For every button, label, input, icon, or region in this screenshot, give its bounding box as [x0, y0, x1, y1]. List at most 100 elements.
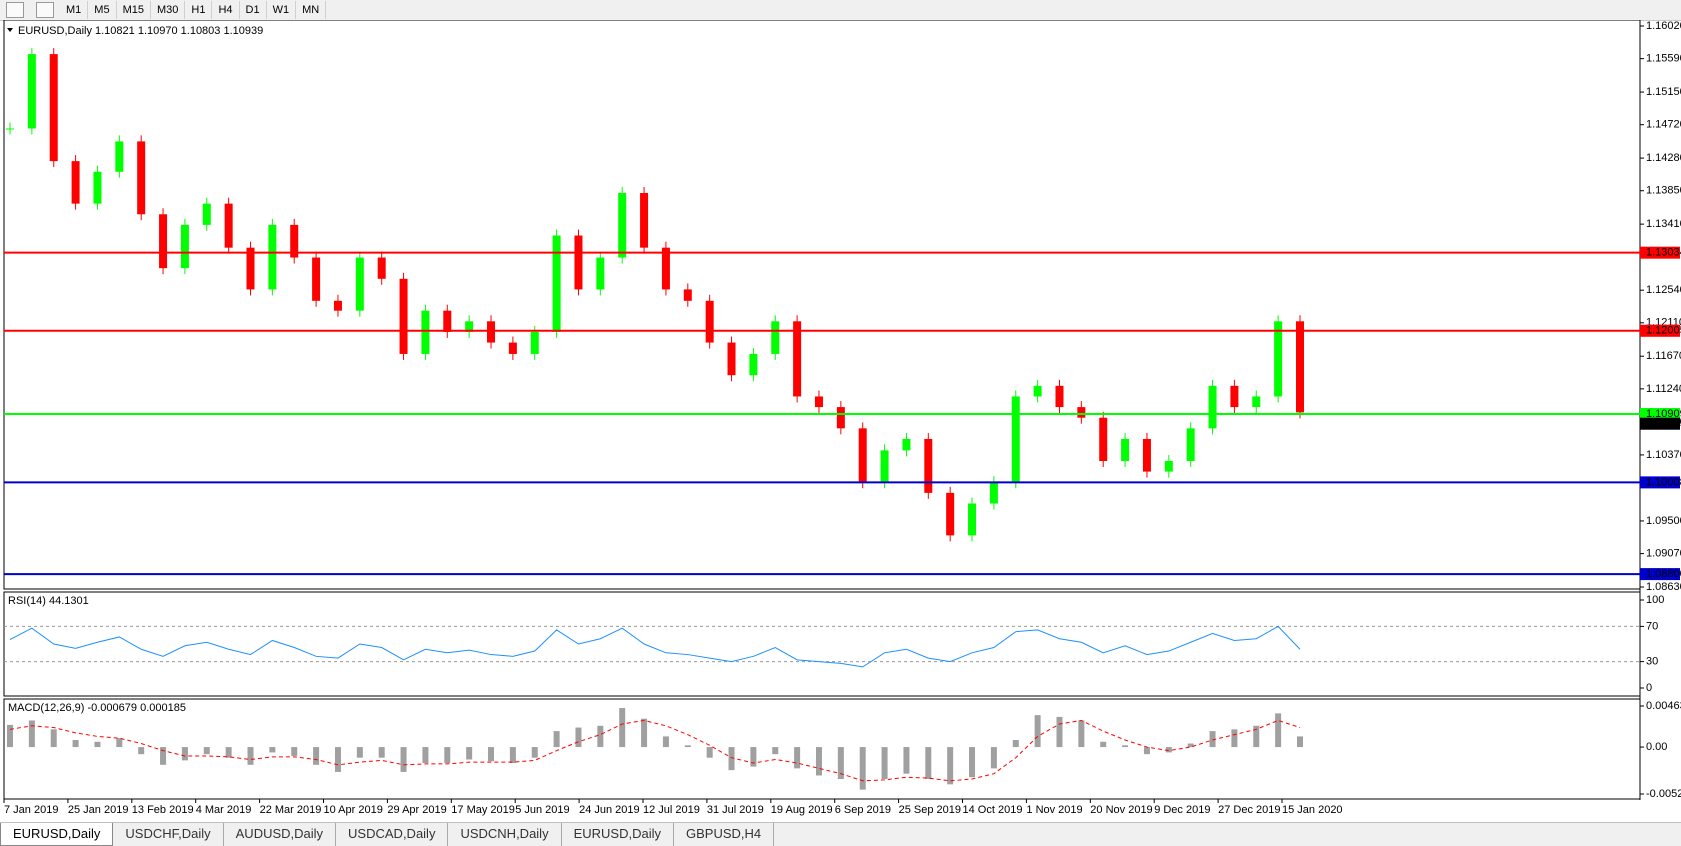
y-tick-label: 1.14720 [1646, 119, 1681, 131]
macd-bar [684, 745, 691, 748]
panel-frame [3, 591, 1641, 697]
y-tick-label: 1.10370 [1646, 449, 1681, 461]
period-button[interactable]: H4 [212, 1, 240, 19]
candle-body [290, 224, 299, 258]
x-tick-label: 25 Sep 2019 [899, 804, 961, 816]
candle-body [49, 54, 58, 162]
macd-bar [50, 729, 57, 748]
level-label: 1.08800 [1646, 568, 1681, 580]
macd-bar [444, 747, 451, 764]
candle-body [399, 278, 408, 354]
candle-body [246, 247, 255, 290]
period-button[interactable]: D1 [240, 1, 267, 19]
period-button[interactable]: W1 [267, 1, 297, 19]
rsi-tick-label: 100 [1646, 594, 1664, 606]
candle-body [1186, 428, 1195, 461]
candle-body [27, 54, 36, 129]
period-button[interactable]: MN [296, 1, 327, 19]
candle-body [902, 438, 911, 451]
macd-tick-label: -0.00529 [1646, 788, 1681, 800]
candle-body [683, 289, 692, 301]
macd-bar [356, 747, 363, 758]
chart-tab[interactable]: EURUSD,Daily [0, 823, 114, 846]
candle-body [137, 141, 146, 215]
macd-bar [772, 747, 779, 755]
x-tick-label: 1 Nov 2019 [1026, 804, 1082, 816]
candle-body [968, 503, 977, 536]
candle-body [224, 203, 233, 248]
y-tick-label: 1.12540 [1646, 284, 1681, 296]
macd-bar [750, 747, 757, 767]
panel-frame [3, 698, 1641, 800]
macd-bar [313, 747, 320, 765]
y-tick-label: 1.08630 [1646, 581, 1681, 593]
x-tick-label: 7 Jan 2019 [4, 804, 58, 816]
chart-tab[interactable]: USDCNH,Daily [448, 823, 562, 846]
macd-bar [531, 747, 538, 758]
macd-bar [662, 736, 669, 748]
y-tick-label: 1.14280 [1646, 152, 1681, 164]
chart-tab[interactable]: AUDUSD,Daily [224, 823, 337, 846]
candle-body [989, 482, 998, 504]
macd-bar [400, 747, 407, 772]
macd-bar [94, 741, 101, 748]
y-tick-label: 1.15150 [1646, 86, 1681, 98]
macd-bar [1209, 731, 1216, 748]
period-button[interactable]: M30 [151, 1, 186, 19]
chart-tab[interactable]: GBPUSD,H4 [674, 823, 775, 846]
candle-body [202, 203, 211, 225]
candle-body [1230, 385, 1239, 408]
candle-body [1033, 385, 1042, 397]
macd-bar [794, 747, 801, 769]
macd-bar [925, 747, 932, 780]
period-button[interactable]: M5 [88, 1, 117, 19]
chart-tab[interactable]: USDCHF,Daily [113, 823, 224, 846]
chart-header: EURUSD,Daily 1.10821 1.10970 1.10803 1.1… [18, 25, 263, 37]
rsi-line [9, 625, 1301, 668]
level-label: 1.10008 [1646, 476, 1681, 488]
candle-body [377, 257, 386, 279]
panel-frame [3, 20, 1641, 590]
x-tick-label: 15 Jan 2020 [1282, 804, 1343, 816]
chart-tab[interactable]: USDCAD,Daily [336, 823, 449, 846]
macd-bar [291, 747, 298, 756]
period-button[interactable]: M1 [60, 1, 89, 19]
candle-body [618, 193, 627, 258]
candle-body [1011, 396, 1020, 483]
candle-body [640, 193, 649, 248]
macd-bar [1143, 747, 1150, 755]
macd-bar [641, 718, 648, 748]
macd-bar [466, 747, 473, 760]
macd-bar [72, 739, 79, 748]
candle-body [115, 141, 124, 172]
level-label-box [1640, 407, 1680, 420]
y-tick-label: 1.13850 [1646, 185, 1681, 197]
shapes-tool[interactable] [36, 2, 54, 18]
candle-body [552, 235, 561, 332]
chart-tab[interactable]: EURUSD,Daily [562, 823, 674, 846]
macd-bar [509, 747, 516, 764]
y-tick-label: 1.09070 [1646, 548, 1681, 560]
period-button[interactable]: H1 [185, 1, 213, 19]
macd-bar [334, 747, 341, 772]
period-button[interactable]: M15 [117, 1, 151, 19]
candle-body [705, 300, 714, 343]
macd-bar [1275, 713, 1282, 748]
candle-body [1274, 321, 1283, 397]
x-tick-label: 13 Feb 2019 [132, 804, 194, 816]
x-tick-label: 17 May 2019 [451, 804, 515, 816]
y-tick-label: 1.13410 [1646, 218, 1681, 230]
macd-bar [859, 747, 866, 790]
macd-bar [1253, 725, 1260, 748]
candle-body [880, 450, 889, 483]
macd-bar [990, 747, 997, 769]
x-tick-label: 27 Dec 2019 [1218, 804, 1280, 816]
macd-bar [1297, 736, 1303, 748]
y-tick-label: 1.09500 [1646, 515, 1681, 527]
macd-bar [28, 720, 35, 748]
rsi-tick-label: 0 [1646, 682, 1652, 694]
candle-body [443, 310, 452, 332]
text-tool[interactable] [6, 2, 24, 18]
x-tick-label: 31 Jul 2019 [707, 804, 764, 816]
